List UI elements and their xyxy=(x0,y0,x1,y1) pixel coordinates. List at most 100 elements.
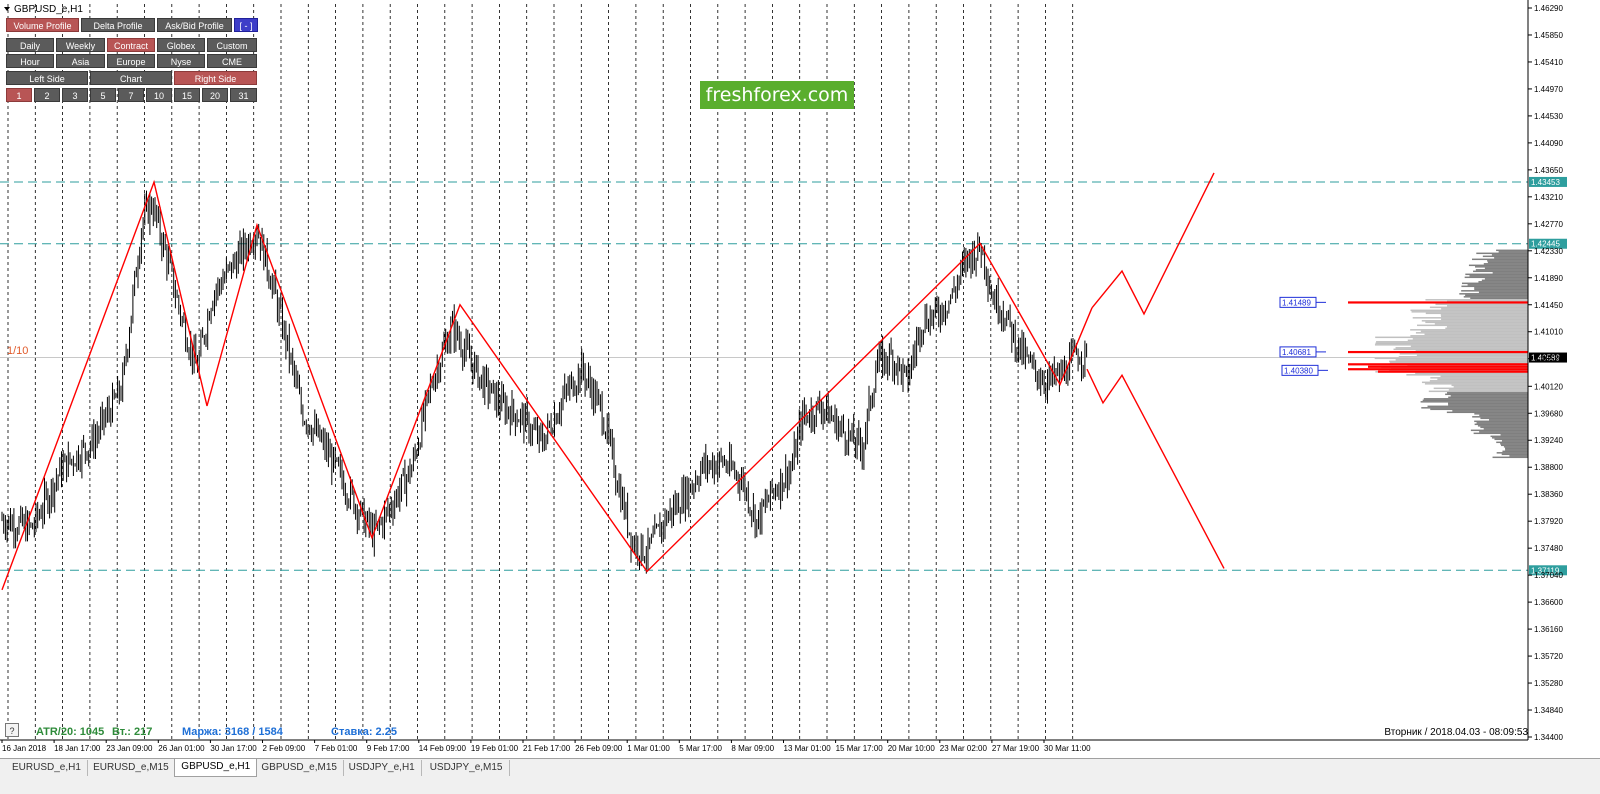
rate-stat: Ставка: 2.25 xyxy=(331,726,397,738)
y-tick-label: 1.36600 xyxy=(1534,598,1563,607)
profile-bar xyxy=(1434,323,1528,325)
profile-label-box[interactable] xyxy=(1281,364,1319,376)
profile-bar xyxy=(1461,282,1528,285)
x-tick-label: 2 Feb 09:00 xyxy=(263,744,306,753)
x-tick-label: 26 Feb 09:00 xyxy=(575,744,623,753)
y-tick-label: 1.42330 xyxy=(1534,247,1563,256)
profile-bar xyxy=(1435,303,1528,306)
profile-bar xyxy=(1429,306,1528,309)
profile-bar xyxy=(1464,276,1528,279)
tab-gbpusd-e-h1[interactable]: GBPUSD_e,H1 xyxy=(174,759,258,777)
profile-bar xyxy=(1470,297,1528,300)
period_buttons-weekly-button[interactable]: Weekly xyxy=(56,38,105,52)
profile-bar xyxy=(1448,404,1528,406)
count_buttons-20-button[interactable]: 20 xyxy=(202,88,228,102)
side_buttons-chart-button[interactable]: Chart xyxy=(90,71,172,85)
y-tick-label: 1.34400 xyxy=(1534,733,1563,742)
profile-bar xyxy=(1441,308,1528,310)
count_buttons-5-button[interactable]: 5 xyxy=(90,88,116,102)
period_buttons-daily-button[interactable]: Daily xyxy=(6,38,54,52)
profile-bar xyxy=(1421,381,1528,384)
profile-poc-bar xyxy=(1348,350,1528,354)
profile-bar xyxy=(1505,447,1528,450)
profile_buttons-ask-bid-profile-button[interactable]: Ask/Bid Profile xyxy=(157,18,232,32)
tab-gbpusd-e-m15[interactable]: GBPUSD_e,M15 xyxy=(255,760,344,776)
y-tick-label: 1.44530 xyxy=(1534,112,1563,121)
help-button[interactable]: ? xyxy=(5,723,19,737)
y-tick-label: 1.38360 xyxy=(1534,490,1563,499)
profile-bar xyxy=(1483,428,1528,430)
projection-down-line xyxy=(1086,368,1225,569)
profile-bar xyxy=(1448,402,1528,405)
profile-bar xyxy=(1412,317,1528,319)
count_buttons-3-button[interactable]: 3 xyxy=(62,88,88,102)
profile-bar xyxy=(1500,443,1528,445)
session_buttons-asia-button[interactable]: Asia xyxy=(56,54,105,68)
count_buttons-31-button[interactable]: 31 xyxy=(230,88,257,102)
profile-bar xyxy=(1374,357,1528,360)
profile-bar xyxy=(1440,314,1528,316)
x-tick-label: 5 Mar 17:00 xyxy=(679,744,722,753)
level-tag xyxy=(1529,238,1567,249)
profile_buttons--button[interactable]: [ - ] xyxy=(234,18,258,32)
period_buttons-custom-button[interactable]: Custom xyxy=(207,38,257,52)
profile-bar xyxy=(1482,255,1528,258)
profile-label-text: 1.41489 xyxy=(1282,298,1311,307)
x-tick-label: 1 Mar 01:00 xyxy=(627,744,670,753)
profile-bar xyxy=(1496,441,1528,444)
y-tick-label: 1.39680 xyxy=(1534,409,1563,418)
chevron-down-icon[interactable] xyxy=(4,7,10,12)
period_buttons-globex-button[interactable]: Globex xyxy=(157,38,205,52)
profile-bar xyxy=(1474,266,1528,268)
profile_buttons-delta-profile-button[interactable]: Delta Profile xyxy=(81,18,155,32)
profile-bar xyxy=(1481,279,1528,282)
profile-bar xyxy=(1480,417,1528,420)
profile-bar xyxy=(1415,350,1528,352)
session_buttons-europe-button[interactable]: Europe xyxy=(107,54,155,68)
session_buttons-cme-button[interactable]: CME xyxy=(207,54,257,68)
count_buttons-2-button[interactable]: 2 xyxy=(34,88,60,102)
tab-usdjpy-e-h1[interactable]: USDJPY_e,H1 xyxy=(343,760,422,776)
x-tick-label: 30 Jan 17:00 xyxy=(210,744,257,753)
vt-stat: Вт.: 217 xyxy=(112,726,153,738)
profile-bar xyxy=(1395,347,1528,349)
y-tick-label: 1.35720 xyxy=(1534,652,1563,661)
y-tick-label: 1.40570 xyxy=(1534,355,1563,364)
profile-bar xyxy=(1478,281,1528,283)
period_buttons-contract-button[interactable]: Contract xyxy=(107,38,155,52)
profile_buttons-volume-profile-button[interactable]: Volume Profile xyxy=(6,18,79,32)
profile-poc-bar xyxy=(1348,363,1528,366)
profile-label-box[interactable] xyxy=(1279,346,1317,358)
profile-bar xyxy=(1421,407,1528,409)
tab-eurusd-e-m15[interactable]: EURUSD_e,M15 xyxy=(87,760,176,776)
profile-bar xyxy=(1376,341,1528,343)
x-tick-label: 30 Mar 11:00 xyxy=(1044,744,1091,753)
y-tick-label: 1.44090 xyxy=(1534,139,1563,148)
profile-label-box[interactable] xyxy=(1279,296,1317,308)
session_buttons-hour-button[interactable]: Hour xyxy=(6,54,54,68)
count_buttons-15-button[interactable]: 15 xyxy=(174,88,200,102)
profile-label-text: 1.40681 xyxy=(1282,348,1311,357)
count_buttons-10-button[interactable]: 10 xyxy=(146,88,172,102)
tab-usdjpy-e-m15[interactable]: USDJPY_e,M15 xyxy=(424,760,510,776)
session_buttons-nyse-button[interactable]: Nyse xyxy=(157,54,205,68)
profile-bar xyxy=(1501,440,1528,442)
count_buttons-7-button[interactable]: 7 xyxy=(118,88,144,102)
zigzag-line xyxy=(1,179,1093,591)
profile-bar xyxy=(1389,360,1528,363)
profile-bar xyxy=(1447,305,1528,307)
profile-bar xyxy=(1492,272,1528,274)
profile-bar xyxy=(1484,267,1528,270)
profile-label-text: 1.40380 xyxy=(1284,366,1313,375)
side_buttons-right-side-button[interactable]: Right Side xyxy=(174,71,257,85)
profile-bar xyxy=(1374,344,1528,346)
profile-bar xyxy=(1393,348,1528,351)
profile-bar xyxy=(1398,356,1528,358)
side_buttons-left-side-button[interactable]: Left Side xyxy=(6,71,88,85)
profile-bar xyxy=(1425,321,1528,324)
profile-bar xyxy=(1410,335,1528,337)
tab-eurusd-e-h1[interactable]: EURUSD_e,H1 xyxy=(6,760,88,776)
profile-bar xyxy=(1459,293,1528,295)
count_buttons-1-button[interactable]: 1 xyxy=(6,88,32,102)
